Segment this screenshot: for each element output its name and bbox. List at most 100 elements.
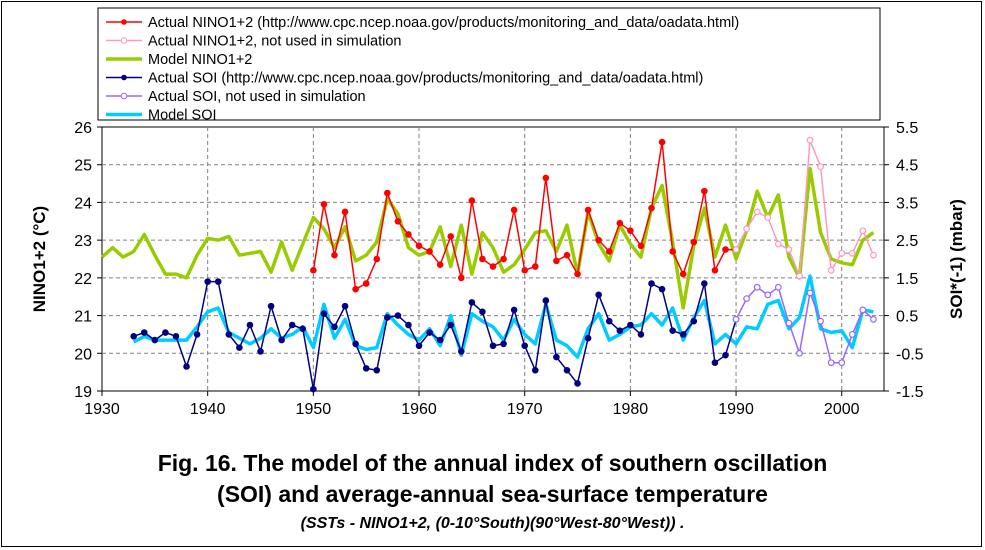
data-point [785,319,793,327]
data-point [838,249,846,257]
legend-entry: Model NINO1+2 [148,52,252,68]
data-point [838,359,846,367]
data-point [669,327,676,334]
data-point [320,310,328,317]
data-point [827,359,835,367]
data-point [859,227,867,235]
data-point [394,217,402,225]
data-point [648,280,655,287]
data-point [859,306,867,314]
x-tick-label: 1930 [84,401,120,418]
y-left-tick-label: 23 [74,233,92,250]
data-point [267,302,275,310]
data-point [827,266,835,274]
data-point [563,251,571,259]
series-2 [100,166,875,310]
y-right-tick-label: 4.5 [896,158,918,175]
data-point [584,334,592,342]
data-point [658,138,666,146]
data-point [521,342,529,350]
data-point [510,306,518,314]
y-left-tick-label: 22 [74,271,92,288]
data-point [299,325,307,333]
data-point [796,349,803,357]
data-point [732,315,740,323]
data-point [743,225,751,233]
data-point [447,233,455,240]
caption-line-1: Fig. 16. The model of the annual index o… [157,450,828,476]
data-point [701,187,708,195]
data-point [225,331,233,338]
data-point [574,380,581,387]
data-point [468,299,476,306]
data-point [764,214,772,221]
data-point [331,251,338,259]
data-point [500,255,507,263]
data-point [553,257,560,265]
data-point [236,344,243,351]
data-point [489,263,497,270]
data-point [521,267,529,274]
data-point [140,329,148,336]
y-axis-right-title: SOI*(-1) (mbar) [947,199,966,319]
data-point [669,248,676,255]
data-point [774,283,782,291]
data-point [341,302,349,310]
data-point [394,312,402,319]
data-point [278,336,285,344]
y-left-tick-label: 19 [74,384,92,401]
y-right-tick-label: -1.5 [896,384,924,401]
data-point [310,267,317,274]
y-left-tick-label: 20 [74,346,92,363]
data-point [806,289,814,297]
data-point [711,267,719,274]
data-point [563,366,571,374]
x-tick-label: 1970 [507,401,543,418]
data-point [436,261,444,268]
data-point [362,365,370,372]
series-5 [132,274,874,359]
data-point [616,219,624,227]
legend: Actual NINO1+2 (http://www.cpc.ncep.noaa… [97,7,881,124]
data-point [426,248,433,255]
data-point [436,336,444,344]
data-point [183,363,190,370]
data-point [468,197,476,204]
data-point [658,285,666,293]
data-point [331,323,338,331]
data-point [785,246,793,253]
data-point [796,272,803,280]
data-point [384,189,391,197]
legend-entry: Actual NINO1+2, not used in simulation [148,34,401,50]
data-point [595,291,602,299]
data-point [542,174,550,182]
data-point [415,242,423,250]
data-point [690,317,698,325]
x-tick-label: 1990 [718,401,754,418]
data-point [722,351,729,359]
data-point [162,329,169,336]
y-left-tick-label: 25 [74,158,92,175]
x-tick-label: 1960 [401,401,437,418]
data-point [806,136,814,144]
data-point [405,321,412,329]
data-point [415,342,423,350]
data-point [341,208,349,216]
data-point [214,278,222,285]
data-point [848,249,856,257]
data-point [627,227,634,235]
x-tick-label: 2000 [824,401,860,418]
data-point [531,366,539,374]
y-left-tick-label: 24 [74,195,92,212]
data-point [817,317,824,325]
data-point [690,238,698,246]
data-point [531,263,539,270]
data-point [172,333,180,340]
data-point [774,240,782,248]
data-point [500,340,507,348]
y-right-tick-label: 3.5 [896,195,918,212]
data-point [722,246,729,253]
data-point [679,331,687,338]
data-point [711,359,719,367]
data-point [764,291,772,299]
